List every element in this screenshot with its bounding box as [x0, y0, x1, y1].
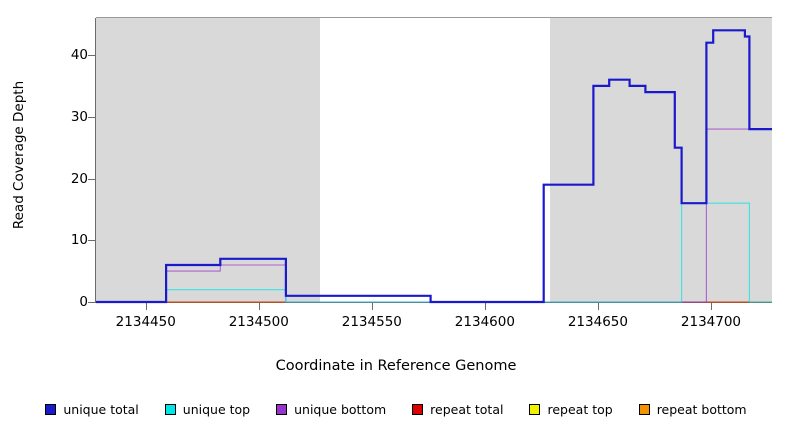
y-axis-line: [95, 18, 96, 303]
x-tick: [146, 303, 147, 310]
legend-label: unique bottom: [294, 401, 387, 417]
x-tick: [372, 303, 373, 310]
y-tick-label: 40: [70, 47, 88, 64]
legend-swatch-icon: [412, 403, 424, 415]
y-axis-title-text: Read Coverage Depth: [11, 80, 27, 230]
y-tick-label: 30: [70, 108, 88, 125]
y-tick-label: 20: [70, 170, 88, 187]
legend-item-repeat-total[interactable]: repeat total: [412, 402, 503, 417]
legend-label: repeat total: [430, 401, 504, 417]
shaded-region-1: [550, 18, 772, 302]
legend-label: repeat bottom: [656, 401, 747, 417]
x-tick: [485, 303, 486, 310]
x-tick-label: 2134700: [680, 314, 742, 330]
legend-item-unique-bottom[interactable]: unique bottom: [276, 402, 386, 417]
legend-item-repeat-top[interactable]: repeat top: [529, 401, 613, 417]
plot-area: [96, 18, 772, 302]
chart-legend: unique total unique top unique bottom repea…: [0, 398, 792, 420]
legend-item-unique-top[interactable]: unique top: [164, 401, 251, 417]
legend-item-unique-total[interactable]: unique total: [45, 401, 139, 417]
legend-swatch-icon: [638, 403, 650, 415]
legend-swatch-icon: [529, 403, 541, 415]
shaded-region-0: [96, 18, 320, 302]
legend-label: unique top: [182, 401, 251, 417]
y-axis-title: Read Coverage Depth: [8, 0, 30, 310]
x-tick: [711, 303, 712, 310]
x-tick-label: 2134600: [454, 314, 515, 330]
legend-item-repeat-bottom[interactable]: repeat bottom: [638, 401, 747, 417]
y-tick: [88, 55, 95, 56]
plot-top-border: [96, 17, 772, 18]
x-axis-line: [96, 302, 772, 303]
legend-swatch-icon: [164, 403, 176, 415]
legend-label: repeat top: [547, 401, 613, 417]
y-tick: [88, 240, 95, 241]
y-tick: [88, 117, 95, 118]
y-tick-label: 0: [79, 294, 88, 310]
y-tick: [88, 302, 95, 303]
x-tick-label: 2134650: [567, 314, 628, 330]
x-tick: [259, 303, 260, 310]
y-tick: [88, 179, 95, 180]
x-tick-label: 2134550: [341, 314, 402, 330]
x-tick: [598, 303, 599, 310]
legend-swatch-icon: [276, 403, 288, 415]
legend-swatch-icon: [45, 403, 57, 415]
x-axis-title: Coordinate in Reference Genome: [0, 358, 792, 374]
x-axis-title-text: Coordinate in Reference Genome: [275, 358, 517, 374]
y-tick-label: 10: [70, 232, 88, 249]
x-tick-label: 2134500: [228, 314, 289, 330]
x-tick-label: 2134450: [115, 314, 176, 330]
legend-label: unique total: [63, 401, 139, 417]
